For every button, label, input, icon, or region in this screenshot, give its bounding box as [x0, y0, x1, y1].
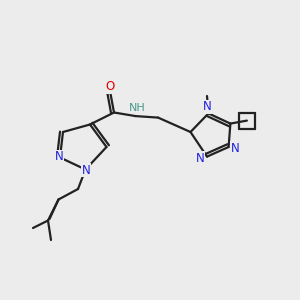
Text: N: N [82, 164, 91, 177]
Text: O: O [106, 80, 115, 94]
Text: N: N [196, 152, 205, 165]
Text: N: N [202, 100, 211, 113]
Text: N: N [231, 142, 240, 155]
Text: NH: NH [129, 103, 146, 113]
Text: N: N [55, 150, 64, 164]
